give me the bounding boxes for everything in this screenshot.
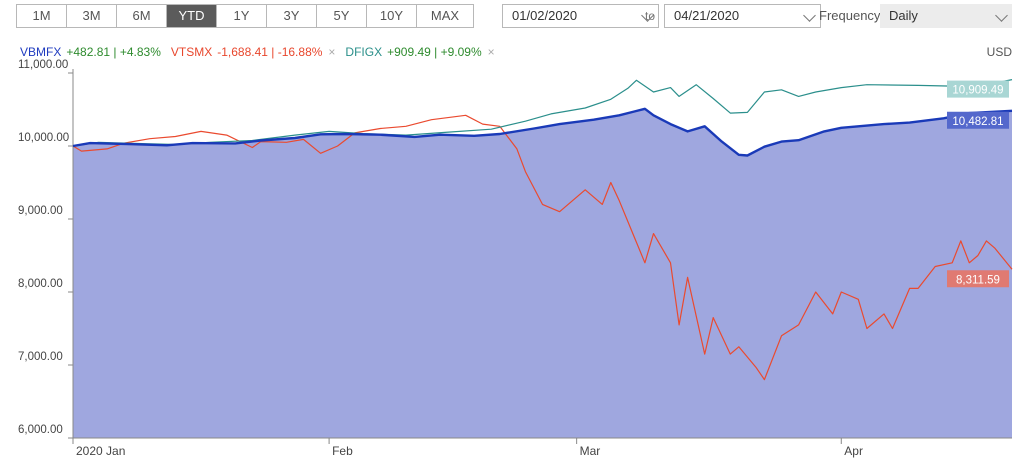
range-button-6m[interactable]: 6M <box>117 5 167 27</box>
range-button-3y[interactable]: 3Y <box>267 5 317 27</box>
legend-item-vtsmx: VTSMX -1,688.41 | -16.88% × <box>171 45 336 59</box>
y-tick-label: 6,000.00 <box>18 424 63 436</box>
end-value-tag-bg <box>947 270 1009 288</box>
end-value-tag-dfigx: 10,909.49 <box>952 85 1003 97</box>
y-tick-label: 8,000.00 <box>18 278 63 290</box>
series-line-vtsmx <box>72 114 1013 381</box>
end-value-tag-vbmfx: 10,482.81 <box>952 116 1003 128</box>
legend-change: -1,688.41 | -16.88% <box>217 45 323 59</box>
end-value-tag-bg <box>947 111 1009 129</box>
currency-label: USD <box>986 45 1012 59</box>
range-button-3m[interactable]: 3M <box>67 5 117 27</box>
legend-item-vbmfx: VBMFX +482.81 | +4.83% <box>20 45 161 59</box>
end-date-value: 04/21/2020 <box>674 8 740 23</box>
y-tick-label: 9,000.00 <box>18 205 63 217</box>
series-line-vbmfx <box>72 107 1013 157</box>
range-button-1m[interactable]: 1M <box>17 5 67 27</box>
frequency-select[interactable]: Daily <box>880 4 1012 28</box>
series-line-dfigx <box>72 79 1013 147</box>
range-button-10y[interactable]: 10Y <box>367 5 417 27</box>
range-button-ytd[interactable]: YTD <box>167 5 217 27</box>
y-tick-label: 11,000.00 <box>18 59 68 71</box>
remove-series-icon[interactable]: × <box>487 45 495 59</box>
range-selector: 1M 3M 6M YTD 1Y 3Y 5Y 10Y MAX <box>16 4 474 28</box>
x-tick-label: Mar <box>580 444 601 458</box>
legend-ticker: DFIGX <box>345 45 383 59</box>
legend-ticker: VBMFX <box>20 45 62 59</box>
range-button-1y[interactable]: 1Y <box>217 5 267 27</box>
legend-item-dfigx: DFIGX +909.49 | +9.09% × <box>345 45 494 59</box>
x-tick-label: Feb <box>332 444 353 458</box>
legend: VBMFX +482.81 | +4.83% VTSMX -1,688.41 | -1… <box>20 45 505 59</box>
frequency-label: Frequency <box>819 8 881 23</box>
start-date-value: 01/02/2020 <box>512 8 578 23</box>
end-value-tag-vtsmx: 8,311.59 <box>956 274 1000 286</box>
y-tick-label: 7,000.00 <box>18 351 63 363</box>
x-tick-label: 2020 Jan <box>76 444 125 458</box>
legend-change: +909.49 | +9.09% <box>387 45 482 59</box>
date-to-label: to <box>645 9 656 23</box>
series-area-vbmfx <box>73 108 1012 439</box>
remove-series-icon[interactable]: × <box>328 45 336 59</box>
range-button-max[interactable]: MAX <box>430 8 460 23</box>
end-value-tag-bg <box>947 80 1009 98</box>
legend-ticker: VTSMX <box>170 45 213 59</box>
start-date-select[interactable]: 01/02/2020 <box>502 4 659 28</box>
end-date-select[interactable]: 04/21/2020 <box>664 4 821 28</box>
legend-change: +482.81 | +4.83% <box>66 45 161 59</box>
x-tick-label: Apr <box>844 444 863 458</box>
frequency-value: Daily <box>889 8 918 23</box>
range-button-5y[interactable]: 5Y <box>317 5 367 27</box>
y-tick-label: 10,000.00 <box>18 132 69 144</box>
